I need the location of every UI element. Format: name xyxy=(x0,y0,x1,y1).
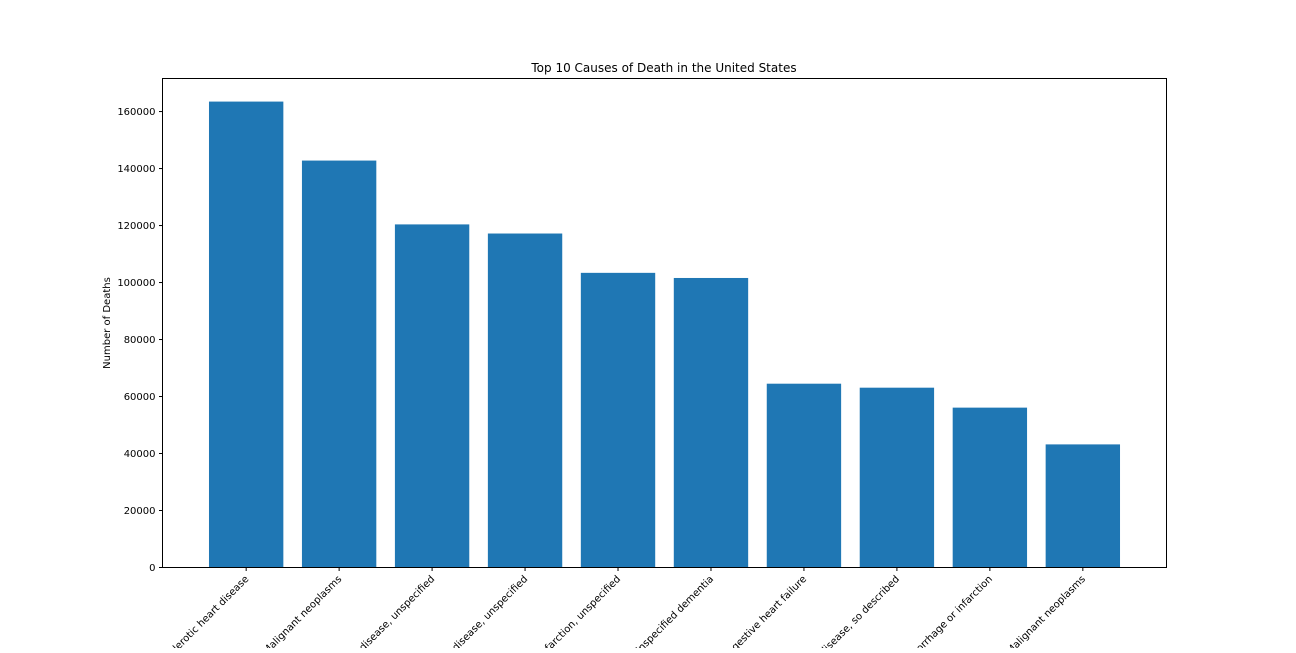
x-tick-label: Unspecified dementia xyxy=(631,574,716,648)
bar xyxy=(952,407,1028,568)
bar xyxy=(301,160,377,568)
y-tick-label: 60000 xyxy=(124,392,156,403)
bar xyxy=(580,272,656,568)
bars-group xyxy=(208,101,1121,568)
plot-frame xyxy=(162,78,1167,568)
y-tick-label: 120000 xyxy=(117,221,155,232)
y-axis-label: Number of Deaths xyxy=(102,277,113,369)
bar xyxy=(208,101,284,568)
bar xyxy=(1045,444,1121,568)
y-tick-label: 0 xyxy=(149,563,155,574)
bar xyxy=(487,233,563,568)
bar xyxy=(673,277,749,568)
chart-title: Top 10 Causes of Death in the United Sta… xyxy=(530,61,796,75)
y-tick-label: 40000 xyxy=(124,449,156,460)
x-tick-label: orrhage or infarction xyxy=(914,574,995,648)
bar xyxy=(394,224,470,568)
x-tick-label: disease, so described xyxy=(818,574,902,648)
y-tick-label: 20000 xyxy=(124,506,156,517)
y-tick-label: 160000 xyxy=(117,107,155,118)
x-tick-label: Malignant neoplasms xyxy=(261,574,344,648)
x-tick-label: gestive heart failure xyxy=(730,574,809,648)
x-tick-label: disease, unspecified xyxy=(357,574,437,648)
x-tick-label: nfarction, unspecified xyxy=(539,574,623,648)
y-tick-label: 140000 xyxy=(117,164,155,175)
x-tick-label: Malignant neoplasms xyxy=(1005,574,1088,648)
bar xyxy=(859,387,935,568)
y-tick-label: 80000 xyxy=(124,335,156,346)
bar xyxy=(766,383,842,568)
x-tick-label: disease, unspecified xyxy=(450,574,530,648)
y-tick-label: 100000 xyxy=(117,278,155,289)
y-axis: 0 20000 40000 60000 80000 100000 120000 140000 1… xyxy=(117,107,163,574)
x-axis: lerotic heart disease Malignant neoplasms… xyxy=(171,567,1088,653)
x-tick-label: lerotic heart disease xyxy=(171,574,251,648)
